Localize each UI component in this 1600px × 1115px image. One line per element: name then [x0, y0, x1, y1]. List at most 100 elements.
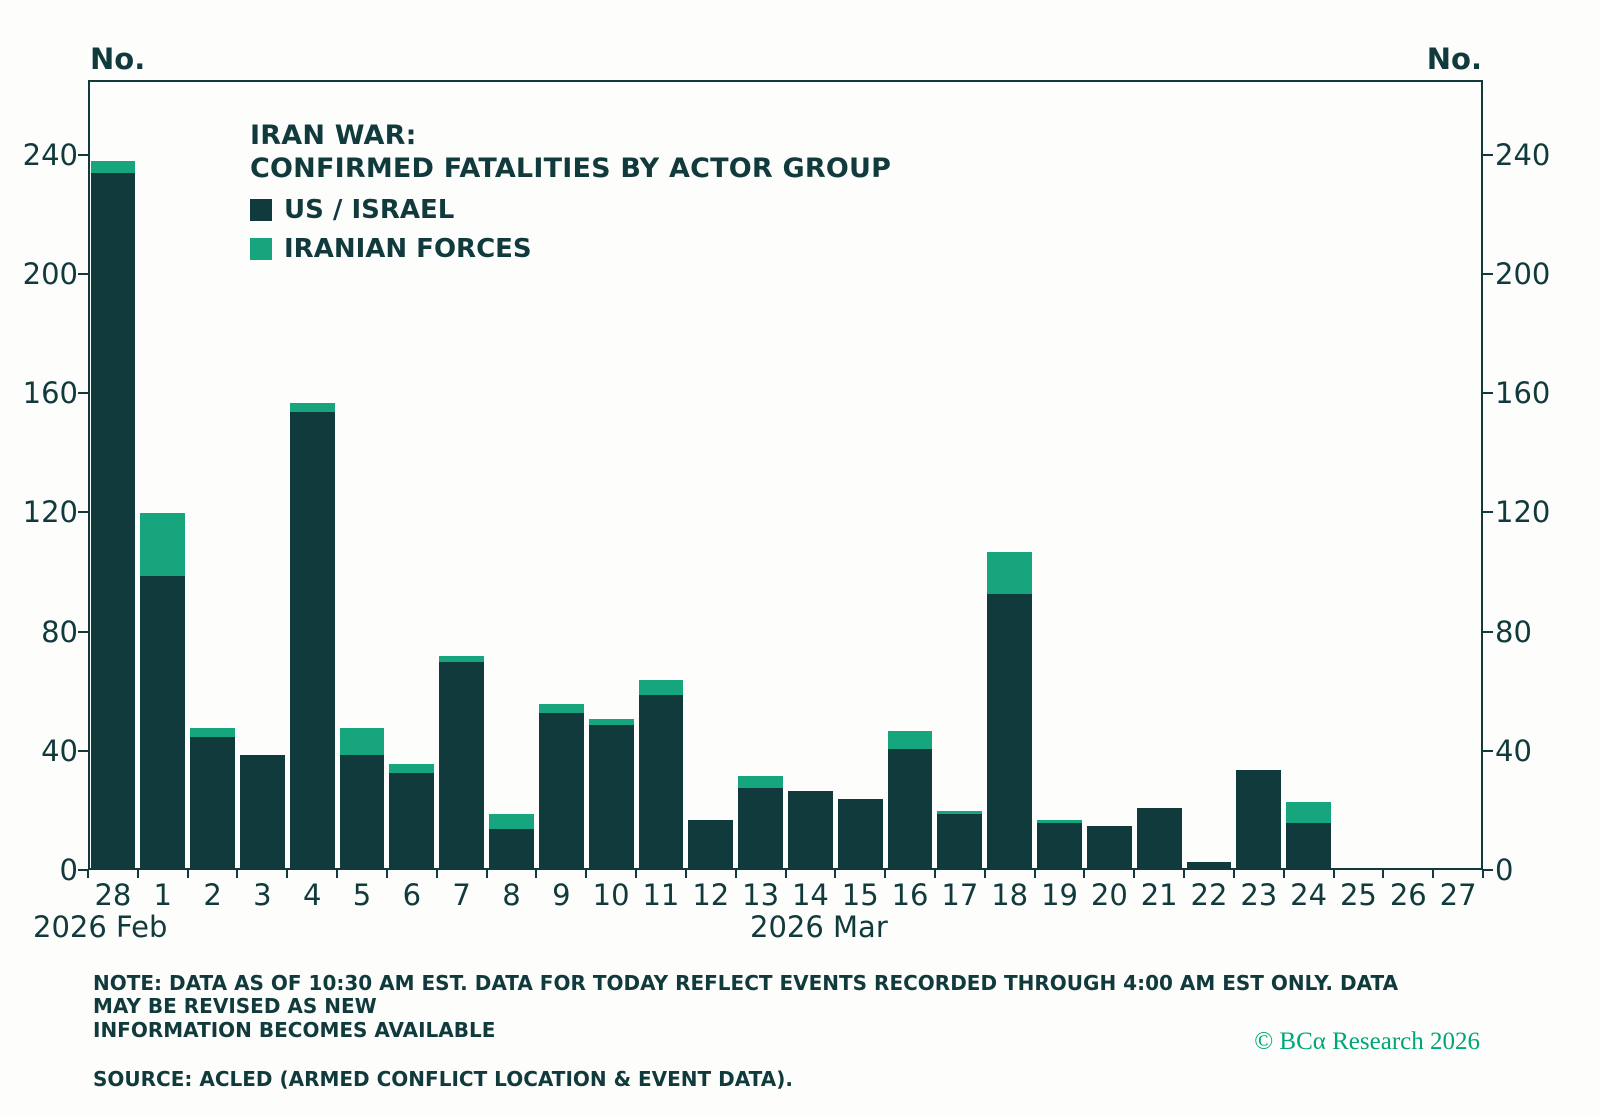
x-tick-label: 8 [502, 878, 521, 912]
x-tick-mark [336, 870, 339, 878]
x-tick-mark [585, 870, 588, 878]
x-tick-mark [983, 870, 986, 878]
x-tick-label: 3 [253, 878, 272, 912]
bar-segment-us-israel [688, 820, 734, 868]
legend-item-iranian-forces: IRANIAN FORCES [250, 234, 891, 264]
bar-segment-us-israel [1236, 769, 1282, 868]
bar-segment-us-israel [937, 814, 983, 868]
y-tick-label-left: 80 [41, 614, 78, 649]
legend-item-us-israel: US / ISRAEL [250, 195, 891, 225]
x-tick-label: 25 [1339, 878, 1377, 912]
bar-segment-us-israel [987, 593, 1033, 868]
x-tick-mark [286, 870, 289, 878]
x-tick-label: 16 [891, 878, 929, 912]
x-tick-label: 13 [742, 878, 780, 912]
bar-segment-iranian-forces [538, 704, 584, 713]
bar-segment-iranian-forces [389, 763, 435, 773]
bar-segment-us-israel [439, 662, 485, 868]
y-tick-label-right: 160 [1495, 376, 1551, 411]
x-tick-label: 24 [1290, 878, 1328, 912]
x-tick-label: 17 [941, 878, 979, 912]
x-tick-label: 10 [592, 878, 630, 912]
bar-segment-iranian-forces [90, 161, 136, 174]
y-tick-mark-right [1483, 392, 1493, 395]
y-tick-label-right: 80 [1495, 614, 1532, 649]
x-tick-label: 1 [153, 878, 172, 912]
bar-segment-us-israel [538, 712, 584, 868]
bar-segment-iranian-forces [738, 775, 783, 788]
y-tick-mark-right [1483, 153, 1493, 156]
x-tick-label: 19 [1041, 878, 1078, 912]
legend-label-us-israel: US / ISRAEL [284, 194, 455, 225]
x-tick-label: 27 [1439, 878, 1477, 912]
x-tick-mark [435, 870, 438, 878]
x-tick-label: 20 [1090, 878, 1128, 912]
x-tick-mark [1033, 870, 1036, 878]
bar-segment-us-israel [339, 754, 385, 868]
y-tick-mark-left [78, 630, 88, 633]
chart-title-line1: IRAN WAR: [250, 120, 417, 151]
x-tick-label: 22 [1190, 878, 1228, 912]
x-tick-mark [684, 870, 687, 878]
bar-segment-us-israel [887, 748, 933, 868]
bar-segment-us-israel [1186, 862, 1232, 868]
bar-segment-us-israel [190, 736, 235, 868]
x-axis-group-mar: 2026 Mar [750, 910, 888, 944]
bar-segment-iranian-forces [1037, 820, 1082, 824]
bar-segment-iranian-forces [190, 727, 235, 737]
bar-segment-us-israel [1037, 823, 1082, 868]
x-tick-mark [784, 870, 787, 878]
x-tick-mark [87, 870, 89, 878]
x-tick-mark [884, 870, 887, 878]
y-tick-mark-right [1483, 272, 1493, 275]
bar-segment-us-israel [289, 411, 335, 868]
y-tick-label-left: 120 [22, 495, 78, 530]
y-tick-mark-left [78, 153, 88, 156]
y-tick-mark-right [1483, 511, 1493, 514]
footnote-block: NOTE: DATA AS OF 10:30 AM EST. DATA FOR … [93, 948, 1413, 1115]
y-axis-unit-left: No. [90, 42, 146, 76]
y-tick-mark-left [78, 272, 88, 275]
bar-segment-iranian-forces [638, 680, 684, 696]
chart-title-line2: CONFIRMED FATALITIES BY ACTOR GROUP [250, 152, 892, 184]
x-tick-label: 9 [552, 878, 571, 912]
x-tick-label: 11 [642, 878, 680, 912]
bar-segment-us-israel [140, 575, 186, 868]
bar-segment-us-israel [588, 724, 634, 868]
x-tick-mark [186, 870, 189, 878]
bar-segment-us-israel [788, 790, 833, 868]
y-tick-label-left: 240 [22, 137, 78, 172]
x-tick-mark [1133, 870, 1136, 878]
copyright: © BCα Research 2026 [1254, 1028, 1480, 1055]
y-tick-label-right: 40 [1495, 733, 1532, 768]
x-tick-label: 5 [352, 878, 372, 912]
x-tick-mark [1382, 870, 1385, 878]
x-tick-label: 18 [991, 878, 1029, 912]
bar-segment-us-israel [1086, 826, 1132, 868]
bar-segment-iranian-forces [289, 402, 335, 412]
y-tick-mark-right [1483, 749, 1493, 752]
x-tick-mark [535, 870, 538, 878]
bar-segment-iranian-forces [140, 513, 186, 576]
x-tick-label: 21 [1140, 878, 1178, 912]
note-text: NOTE: DATA AS OF 10:30 AM EST. DATA FOR … [93, 970, 1399, 1042]
x-tick-label: 28 [94, 878, 132, 912]
x-tick-label: 26 [1389, 878, 1427, 912]
x-tick-mark [1232, 870, 1235, 878]
y-tick-mark-left [78, 749, 88, 752]
y-tick-label-right: 200 [1495, 256, 1551, 291]
x-tick-mark [485, 870, 488, 878]
chart-title: IRAN WAR: CONFIRMED FATALITIES BY ACTOR … [250, 120, 891, 186]
y-tick-label-left: 0 [59, 853, 78, 887]
chart-legend: IRAN WAR: CONFIRMED FATALITIES BY ACTOR … [250, 120, 891, 264]
x-tick-mark [734, 870, 737, 878]
x-tick-label: 2 [203, 878, 222, 912]
y-tick-mark-left [78, 511, 88, 514]
bar-segment-iranian-forces [489, 814, 534, 830]
x-tick-label: 15 [841, 878, 879, 912]
x-tick-label: 12 [692, 878, 730, 912]
bar-segment-us-israel [90, 173, 136, 868]
y-tick-label-left: 160 [22, 376, 78, 411]
y-axis-unit-right: No. [1426, 42, 1482, 76]
plot-area: IRAN WAR: CONFIRMED FATALITIES BY ACTOR … [88, 80, 1483, 870]
